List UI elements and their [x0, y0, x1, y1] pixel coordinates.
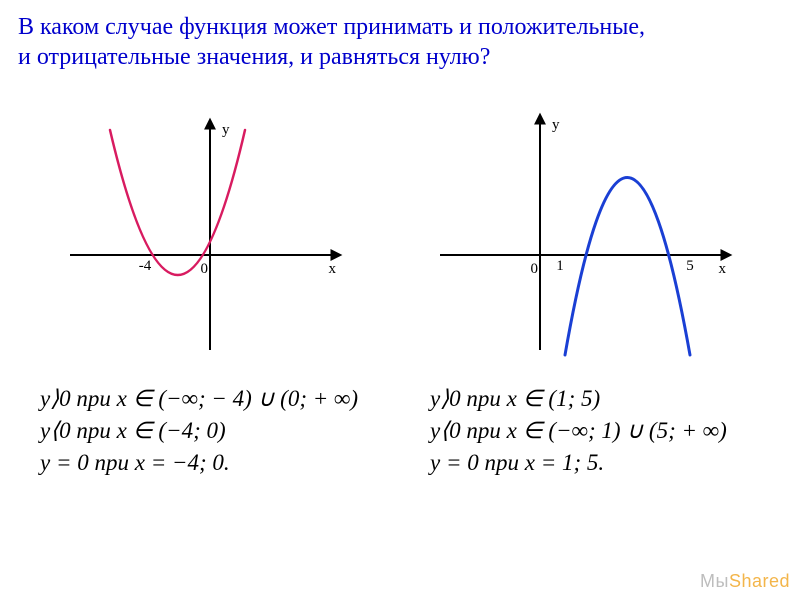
svg-text:1: 1 — [556, 258, 564, 274]
svg-text:y: y — [222, 122, 230, 138]
charts-row: x y 0 -4 x y 0 1 5 — [0, 110, 800, 370]
formula: y = 0 npu x = 1; 5. — [430, 450, 790, 476]
question-line1: В каком случае функция может принимать и… — [18, 14, 645, 40]
svg-text:x: x — [329, 261, 337, 277]
chart-left: x y 0 -4 — [50, 110, 350, 365]
chart-left-svg: x y 0 -4 — [50, 110, 350, 360]
svg-text:0: 0 — [531, 261, 539, 277]
formula: y⟩0 npu x ∈ (−∞; − 4) ∪ (0; + ∞) — [40, 386, 400, 412]
svg-text:0: 0 — [201, 261, 209, 277]
watermark: МыShared — [700, 571, 790, 592]
formulas-right: y⟩0 npu x ∈ (1; 5) y⟨0 npu x ∈ (−∞; 1) ∪… — [430, 380, 790, 482]
svg-text:x: x — [719, 261, 727, 277]
chart-right-svg: x y 0 1 5 — [430, 110, 750, 360]
question-line2: и отрицательные значения, и равняться ну… — [18, 44, 490, 70]
formula: y⟨0 npu x ∈ (−4; 0) — [40, 418, 400, 444]
watermark-a: Мы — [700, 571, 729, 591]
svg-text:5: 5 — [686, 258, 694, 274]
formula: y⟨0 npu x ∈ (−∞; 1) ∪ (5; + ∞) — [430, 418, 790, 444]
formula: y⟩0 npu x ∈ (1; 5) — [430, 386, 790, 412]
watermark-b: Shared — [729, 571, 790, 591]
formula: y = 0 npu x = −4; 0. — [40, 450, 400, 476]
formulas-left: y⟩0 npu x ∈ (−∞; − 4) ∪ (0; + ∞) y⟨0 npu… — [40, 380, 400, 482]
question-text: В каком случае функция может принимать и… — [18, 12, 782, 72]
svg-text:y: y — [552, 117, 560, 133]
svg-text:-4: -4 — [139, 258, 152, 274]
chart-right: x y 0 1 5 — [430, 110, 750, 365]
